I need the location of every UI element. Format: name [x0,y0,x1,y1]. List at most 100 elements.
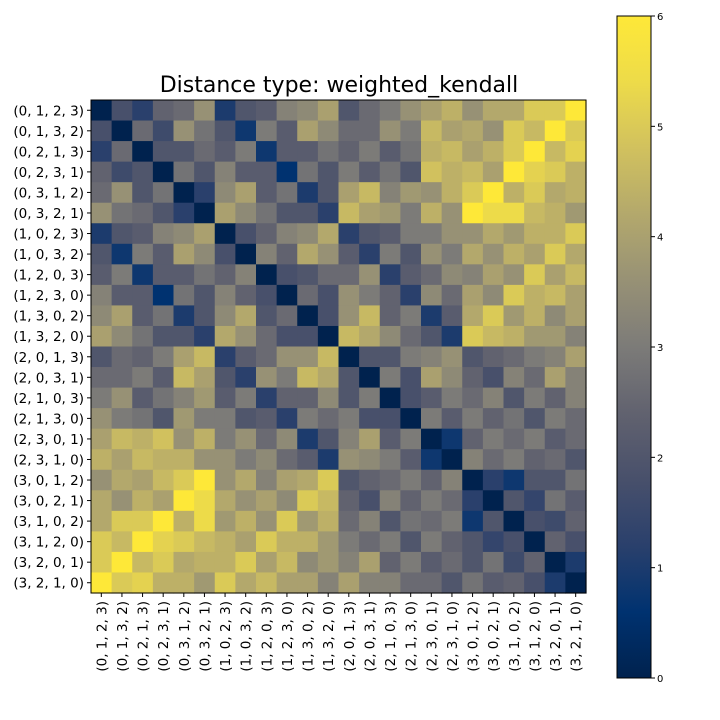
heatmap-cell [379,202,401,224]
heatmap-cell [173,223,195,245]
heatmap-frame [90,99,587,594]
heatmap-cell [152,120,175,142]
heatmap-cell [235,120,257,142]
heatmap-cell [359,572,381,594]
heatmap-cell [91,141,113,163]
heatmap-cell [359,367,381,389]
heatmap-cell [297,572,319,594]
heatmap-cell [441,100,463,122]
heatmap-cell [256,223,278,245]
heatmap-cell [214,202,236,224]
heatmap-cell [297,510,319,532]
heatmap-cell [235,100,257,122]
heatmap-cell [338,449,360,471]
y-tick-label: (0, 3, 2, 1) [13,206,84,222]
heatmap-cell [441,305,463,327]
heatmap-cell [317,141,340,163]
heatmap-cell [544,387,566,409]
heatmap-cell [214,346,236,368]
y-tick-label: (3, 0, 2, 1) [13,494,84,510]
heatmap-cell [482,284,505,307]
heatmap-cell [544,182,566,204]
heatmap-cell [482,408,505,430]
heatmap-cell [359,325,381,348]
heatmap-cell [194,387,216,409]
heatmap-cell [421,531,443,553]
heatmap-cell [111,469,133,491]
heatmap-cell [524,141,546,163]
heatmap-cell [482,100,505,122]
heatmap-cell [111,346,133,368]
heatmap-cell [235,572,257,594]
heatmap-cell [544,469,566,491]
heatmap-cell [359,428,381,450]
heatmap-cell [421,490,443,512]
heatmap-cell [214,510,236,532]
heatmap-cell [297,531,319,553]
heatmap-cell [462,120,484,142]
x-tick-label: (0, 3, 1, 2) [177,601,193,672]
heatmap-cell [152,428,175,450]
heatmap-cell [379,551,401,574]
heatmap-cell [91,243,113,265]
heatmap-cell [482,510,505,532]
heatmap-cell [297,120,319,142]
heatmap-cell [482,428,505,450]
heatmap-cell [297,264,319,286]
heatmap-cell [91,387,113,409]
heatmap-cell [256,510,278,532]
y-tick-label: (0, 1, 2, 3) [13,103,84,119]
heatmap-cell [379,469,401,491]
heatmap-cell [338,387,360,409]
heatmap-cell [235,551,257,574]
heatmap-cell [235,531,257,553]
heatmap-cell [317,284,340,307]
heatmap-cell [421,141,443,163]
heatmap-cell [111,141,133,163]
heatmap-cell [235,182,257,204]
heatmap-cell [256,367,278,389]
heatmap-cell [91,325,113,348]
heatmap-cell [235,325,257,348]
x-axis-ticks: (0, 1, 2, 3) (0, 1, 3, 2) (0, 2, 1, 3) (0, … [94,593,585,672]
x-tick-label: (2, 3, 1, 0) [445,601,461,672]
heatmap-cell [235,408,257,430]
heatmap-cell [214,408,236,430]
heatmap-cell [338,346,360,368]
heatmap-cell [256,572,278,594]
heatmap-cell [152,202,175,224]
heatmap-cell [256,551,278,574]
heatmap-cell [400,100,422,122]
heatmap-cell [503,469,525,491]
heatmap-cell [132,202,154,224]
heatmap-cell [111,223,133,245]
x-tick-label: (1, 2, 3, 0) [280,601,296,672]
heatmap-cell [152,346,175,368]
y-tick-label: (3, 0, 1, 2) [13,473,84,489]
heatmap-cell [565,572,587,594]
heatmap-cell [524,284,546,307]
heatmap-cell [400,408,422,430]
heatmap-cell [152,367,175,389]
heatmap-cell [132,182,154,204]
heatmap-cell [421,551,443,574]
heatmap-cell [338,305,360,327]
heatmap-cell [317,346,340,368]
heatmap-cell [379,243,401,265]
heatmap-cell [503,202,525,224]
heatmap-cell [441,531,463,553]
heatmap-cell [338,325,360,348]
heatmap-cell [441,223,463,245]
heatmap-cell [421,449,443,471]
heatmap-cell [173,408,195,430]
heatmap-cell [400,346,422,368]
heatmap-cell [276,264,298,286]
heatmap-cell [173,182,195,204]
heatmap-cell [462,202,484,224]
heatmap-cell [462,551,484,574]
heatmap-cell [544,223,566,245]
heatmap-cell [503,100,525,122]
colorbar-tick-label: 0 [657,674,663,685]
heatmap-cell [235,387,257,409]
heatmap-cell [214,469,236,491]
